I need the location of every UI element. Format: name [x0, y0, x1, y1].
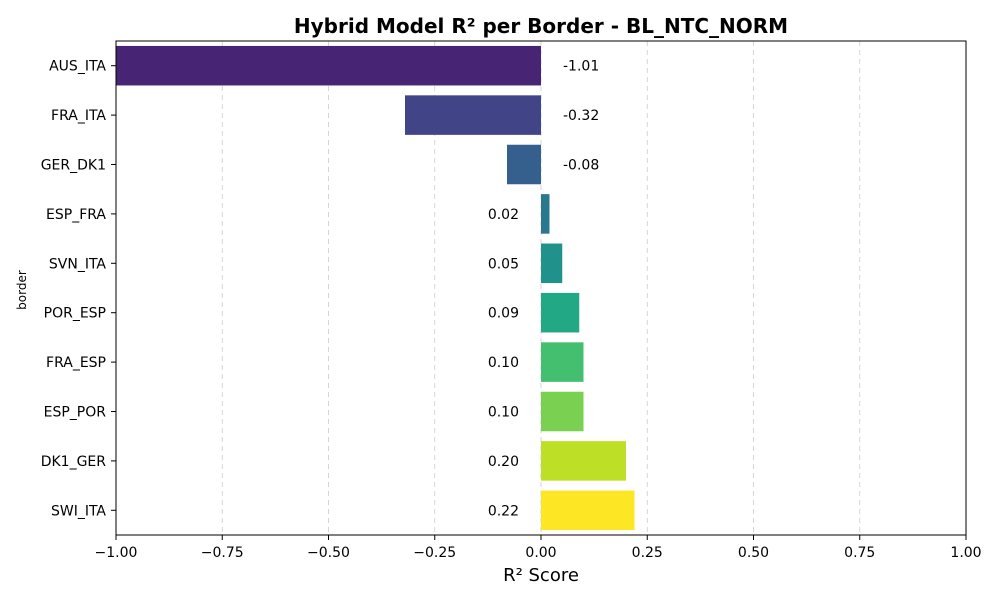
data-label: 0.22 [488, 503, 519, 519]
x-tick-label: 1.00 [950, 545, 981, 561]
bar-fra-ita [405, 95, 541, 135]
x-tick-label: −0.25 [413, 545, 456, 561]
bar-por-esp [541, 292, 580, 333]
x-tick-label: 0.25 [632, 545, 663, 561]
category-label: AUS_ITA [49, 59, 106, 75]
x-tick-label: −1.00 [95, 545, 138, 561]
data-label: 0.20 [488, 454, 519, 470]
x-tick-label: 0.75 [844, 545, 875, 561]
bar-esp-fra [541, 194, 550, 234]
category-label: FRA_ESP [46, 355, 106, 371]
category-label: ESP_POR [44, 405, 107, 421]
bar-dk1-ger [541, 441, 626, 481]
x-tick-label: 0.00 [525, 545, 556, 561]
chart-title: Hybrid Model R² per Border - BL_NTC_NORM [294, 14, 788, 38]
bars [116, 45, 635, 531]
data-labels: -1.01 -0.32 -0.08 0.02 0.05 0.09 0.10 0.10 0.20 0… [488, 59, 599, 520]
data-label: 0.02 [488, 207, 519, 223]
x-tick-label: −0.75 [201, 545, 244, 561]
data-label: 0.10 [488, 405, 519, 421]
category-axis: AUS_ITA FRA_ITA GER_DK1 ESP_FRA SVN_ITA POR_E… [41, 59, 116, 519]
x-tick-label: −0.50 [307, 545, 350, 561]
data-label: -0.32 [563, 108, 599, 124]
data-label: 0.05 [488, 256, 519, 272]
y-axis-label: border [15, 270, 29, 310]
category-label: SWI_ITA [51, 503, 106, 519]
category-label: SVN_ITA [49, 256, 107, 272]
bar-svn-ita [541, 243, 563, 284]
category-label: DK1_GER [41, 454, 107, 470]
data-label: 0.10 [488, 355, 519, 371]
x-axis-label: R² Score [503, 565, 579, 586]
bar-swi-ita [541, 490, 635, 531]
value-axis: −1.00 −0.75 −0.50 −0.25 0.00 0.25 0.50 0.75 1.00 [95, 535, 982, 561]
data-label: 0.09 [488, 306, 519, 322]
x-tick-label: 0.50 [738, 545, 769, 561]
category-label: GER_DK1 [41, 158, 106, 174]
data-label: -1.01 [563, 59, 599, 75]
category-label: FRA_ITA [51, 108, 106, 124]
bar-fra-esp [541, 342, 584, 382]
category-label: POR_ESP [44, 306, 106, 322]
bar-esp-por [541, 391, 584, 432]
category-label: ESP_FRA [46, 207, 106, 223]
bar-aus-ita [116, 45, 541, 86]
data-label: -0.08 [563, 158, 599, 174]
bar-ger-dk1 [507, 144, 541, 185]
